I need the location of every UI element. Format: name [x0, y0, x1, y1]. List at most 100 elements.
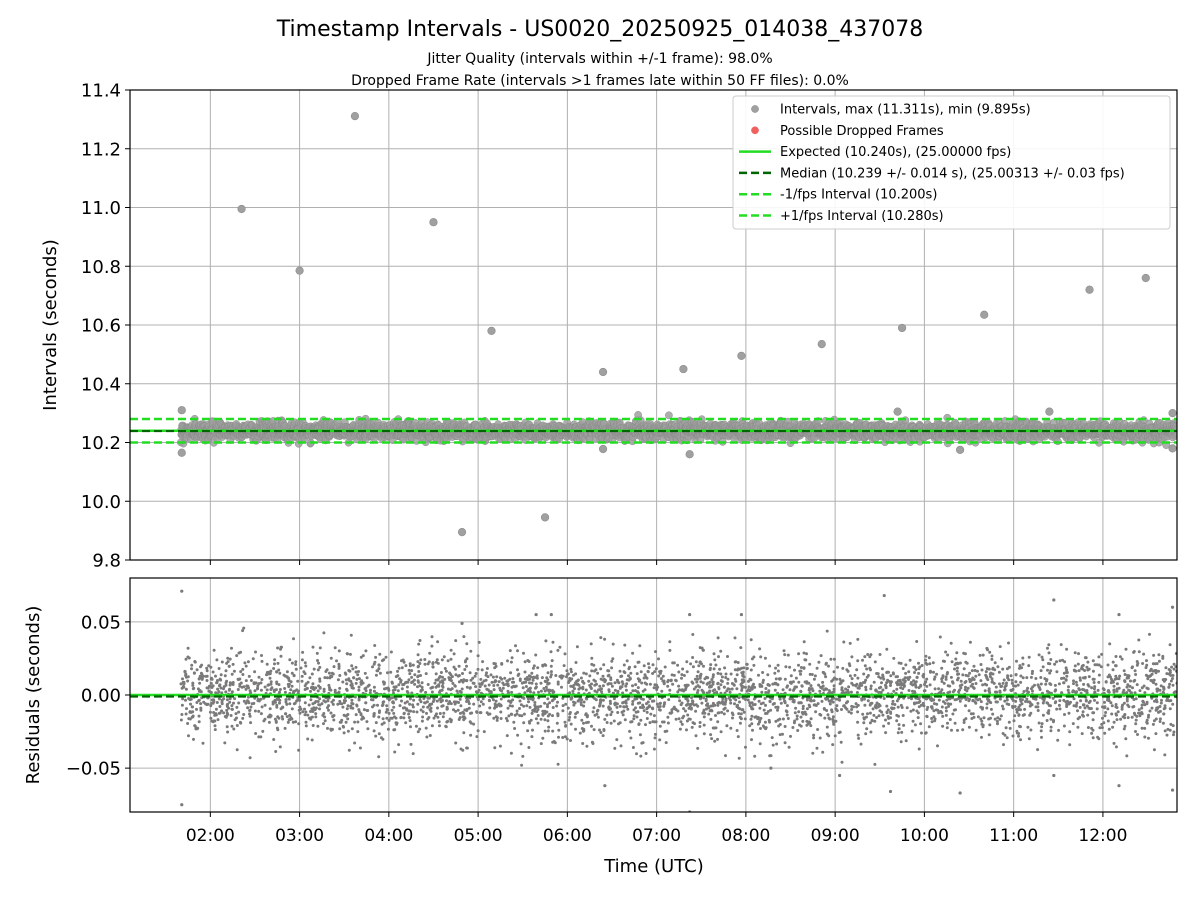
interval-outlier-1: [177, 448, 186, 457]
residual-point: [462, 635, 466, 639]
residual-point: [530, 735, 534, 739]
interval-outlier-16: [980, 310, 989, 319]
residual-point: [944, 650, 948, 654]
interval-outlier-2: [237, 204, 246, 214]
residual-point: [244, 687, 248, 691]
residual-point: [273, 717, 277, 721]
residual-point: [839, 740, 843, 744]
residual-point: [695, 680, 699, 684]
interval-outlier-9: [598, 367, 608, 377]
residual-point: [619, 744, 623, 748]
residual-point: [1011, 734, 1015, 738]
residual-point: [1134, 730, 1137, 733]
residual-point: [416, 653, 420, 657]
residual-point: [533, 701, 537, 704]
residual-point: [1075, 683, 1079, 687]
residual-point: [428, 651, 432, 655]
residual-point: [385, 704, 389, 708]
residual-point: [418, 639, 422, 642]
residual-point: [220, 660, 224, 664]
residual-point: [1106, 663, 1110, 667]
residual-point: [224, 690, 228, 694]
residual-point: [254, 650, 257, 654]
residual-point: [691, 656, 695, 659]
legend-label-4: -1/fps Interval (10.200s): [780, 188, 937, 203]
residual-point: [329, 656, 333, 660]
residual-point: [536, 721, 540, 725]
residual-point: [416, 702, 420, 706]
residual-point: [674, 678, 678, 682]
residual-point: [1091, 669, 1095, 673]
residual-point: [219, 673, 223, 677]
residual-point: [783, 653, 787, 657]
residual-point: [783, 701, 787, 705]
residual-point: [924, 658, 928, 662]
residual-point: [899, 703, 903, 707]
residual-point: [990, 657, 994, 661]
residual-point: [818, 689, 822, 693]
residual-point: [226, 730, 230, 734]
residual-point: [561, 704, 565, 708]
residual-point: [297, 748, 301, 752]
residual-point: [737, 712, 741, 716]
residual-point: [568, 715, 572, 719]
residual-point: [1112, 684, 1116, 688]
residual-point: [554, 674, 558, 677]
residual-point: [605, 721, 609, 724]
residual-point: [590, 669, 594, 673]
residual-point: [186, 646, 190, 650]
residual-point: [413, 682, 417, 686]
residual-point: [613, 681, 617, 685]
top-y-tick-label-6: 11.0: [81, 198, 121, 219]
residual-point: [414, 724, 418, 728]
residual-point: [425, 711, 428, 715]
residual-point: [1103, 731, 1107, 735]
intervals-plot: 9.810.010.210.410.610.811.011.211.4Inter…: [81, 81, 1178, 572]
residual-point: [905, 706, 909, 710]
residual-point: [882, 697, 886, 700]
residual-point: [719, 649, 723, 653]
residual-point: [1014, 699, 1018, 703]
residual-point: [199, 702, 203, 706]
interval-outlier-17: [1085, 285, 1094, 294]
residual-point: [607, 688, 611, 692]
residual-point: [560, 685, 563, 689]
residual-point: [802, 651, 806, 655]
residual-point: [278, 688, 282, 691]
residual-point: [377, 715, 381, 719]
residual-point: [1008, 726, 1012, 730]
legend-marker-0: [751, 105, 759, 113]
residual-point: [1041, 713, 1045, 717]
residual-point: [506, 659, 509, 663]
residual-point: [400, 666, 404, 670]
residual-point: [314, 712, 318, 716]
residual-point: [410, 675, 414, 679]
residual-point: [744, 745, 747, 749]
residual-point: [974, 674, 978, 678]
residual-point: [1085, 704, 1089, 708]
residual-point: [981, 653, 985, 657]
residual-point: [424, 690, 428, 694]
interval-outlier-10: [598, 444, 608, 454]
residual-point: [751, 728, 754, 732]
residual-point: [788, 665, 792, 669]
residual-point: [259, 688, 263, 692]
residual-point: [799, 715, 803, 719]
residual-point: [714, 714, 717, 717]
residual-points: [179, 589, 1177, 812]
residual-point: [709, 708, 713, 712]
residual-point: [722, 712, 726, 716]
residual-point: [733, 636, 737, 640]
residual-point: [510, 690, 514, 694]
residual-point: [1097, 680, 1101, 684]
residual-point: [449, 657, 453, 661]
residual-point: [1123, 716, 1127, 720]
residual-point: [1154, 732, 1158, 736]
residual-point: [1005, 736, 1009, 740]
residual-point: [225, 725, 229, 729]
residual-point: [974, 682, 978, 685]
residual-point: [522, 651, 525, 655]
residual-point: [294, 663, 298, 666]
interval-outlier-14: [817, 339, 826, 349]
